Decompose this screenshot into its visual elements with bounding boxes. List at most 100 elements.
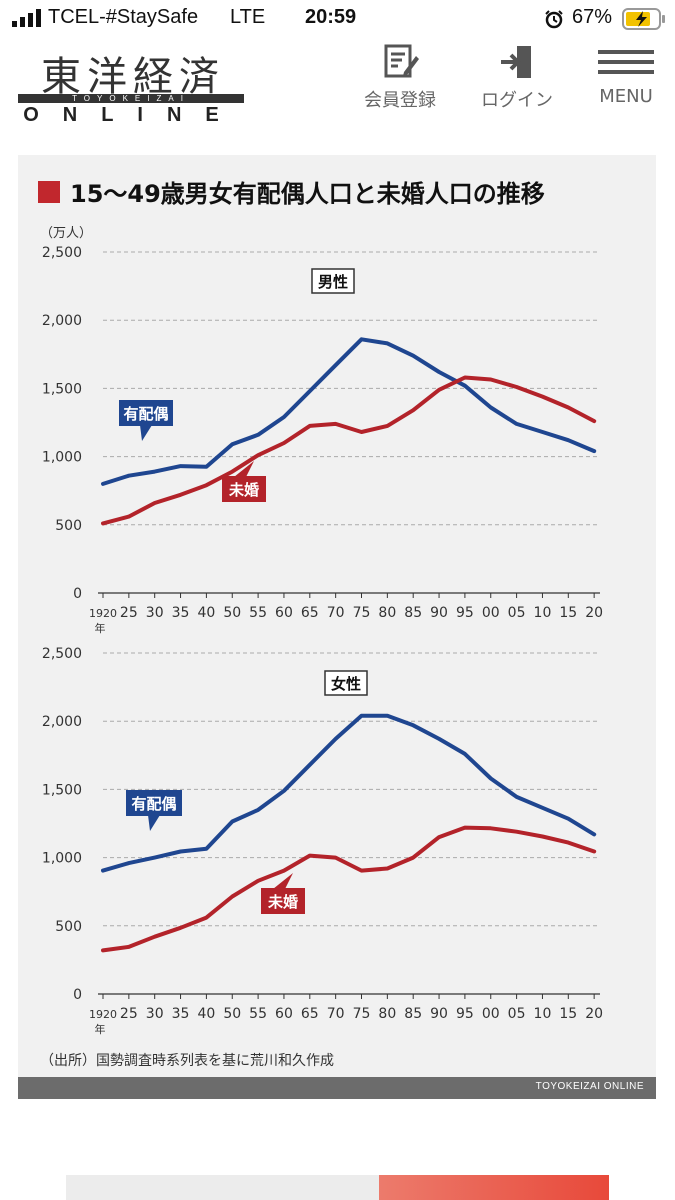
panel-label: 男性 [318,273,348,291]
x-tick-label: 25 [120,605,138,621]
site-header: 東洋経済 TOYOKEIZAI ONLINE 会員登録 ログイン MENU [0,36,675,126]
alarm-icon [545,10,563,29]
credit-bar: TOYOKEIZAI ONLINE [18,1077,656,1099]
y-tick-label: 500 [55,919,82,935]
x-tick-label: 50 [223,1006,241,1022]
x-axis-unit: 年 [95,621,106,635]
logo-subtitle: TOYOKEIZAI [18,94,244,103]
logo-online: ONLINE [23,104,243,126]
x-tick-label: 15 [559,605,577,621]
x-tick-label: 55 [249,1006,267,1022]
x-tick-label: 65 [301,1006,319,1022]
panel-label: 女性 [331,675,361,693]
x-tick-label: 80 [378,605,396,621]
register-label: 会員登録 [364,90,436,111]
x-tick-label: 60 [275,605,293,621]
x-tick-label: 05 [508,605,526,621]
x-tick-label: 70 [327,1006,345,1022]
x-tick-label: 75 [353,605,371,621]
x-tick-label: 75 [353,1006,371,1022]
x-tick-label: 35 [172,605,190,621]
x-tick-label: 10 [534,605,552,621]
battery-charging-icon [622,8,665,30]
series-label-pointer [273,873,293,889]
logo-kanji: 東洋経済 [41,54,225,100]
series-label-box [261,888,305,914]
hamburger-icon [598,50,654,74]
series-line [101,713,597,873]
y-tick-label: 2,500 [42,245,82,261]
x-tick-label: 85 [404,1006,422,1022]
network-type: LTE [230,6,266,28]
ad-banner[interactable] [66,1175,609,1200]
chart-title: 15〜49歳男女有配偶人口と未婚人口の推移 [70,180,545,208]
series-label: 未婚 [228,481,259,499]
series-label: 有配偶 [131,795,176,813]
x-tick-label: 15 [559,1006,577,1022]
y-tick-label: 0 [73,987,82,1003]
panel-label-box [324,670,368,696]
series-label-pointer [234,461,254,477]
chart-panel: 15〜49歳男女有配偶人口と未婚人口の推移 （万人） 0 500 1,000 1,50… [18,155,656,1077]
y-tick-label: 1,500 [42,381,82,397]
register-button[interactable]: 会員登録 [355,44,445,112]
status-bar: TCEL-#StaySafe LTE 20:59 67% [0,0,675,36]
y-tick-label: 1,000 [42,450,82,466]
x-tick-label: 1920 [89,1008,117,1021]
y-tick-label: 0 [73,586,82,602]
series-label: 未婚 [267,893,298,911]
series-line [101,375,597,526]
y-tick-label: 2,500 [42,646,82,662]
clock: 20:59 [305,6,357,28]
y-tick-label: 2,000 [42,714,82,730]
title-marker [38,181,60,203]
x-tick-label: 65 [301,605,319,621]
x-tick-label: 00 [482,1006,500,1022]
x-tick-label: 95 [456,1006,474,1022]
x-tick-label: 35 [172,1006,190,1022]
panel-label-box [311,268,355,294]
series-line [101,337,597,486]
x-tick-label: 40 [197,605,215,621]
x-tick-label: 00 [482,605,500,621]
series-label-box [126,790,182,816]
register-icon [384,44,419,78]
y-tick-label: 500 [55,518,82,534]
x-tick-label: 55 [249,605,267,621]
x-tick-label: 95 [456,605,474,621]
login-button[interactable]: ログイン [472,44,562,112]
source-note: （出所）国勢調査時系列表を基に荒川和久作成 [40,1052,334,1069]
series-label-box [119,400,173,426]
x-axis-unit: 年 [95,1022,106,1036]
x-tick-label: 20 [585,1006,603,1022]
x-tick-label: 10 [534,1006,552,1022]
menu-label: MENU [599,86,653,107]
x-tick-label: 85 [404,605,422,621]
population-chart: 15〜49歳男女有配偶人口と未婚人口の推移 （万人） 05001,0001,50… [38,180,603,1069]
login-icon [501,46,531,78]
series-line [101,825,597,953]
series-label-box [222,476,266,502]
x-tick-label: 50 [223,605,241,621]
x-tick-label: 40 [197,1006,215,1022]
login-label: ログイン [481,90,553,111]
x-tick-label: 60 [275,1006,293,1022]
y-tick-label: 2,000 [42,313,82,329]
x-tick-label: 05 [508,1006,526,1022]
y-tick-label: 1,000 [42,851,82,867]
series-label: 有配偶 [123,405,168,423]
menu-button[interactable]: MENU [586,44,666,107]
site-logo[interactable]: 東洋経済 TOYOKEIZAI ONLINE [18,44,248,126]
x-tick-label: 1920 [89,607,117,620]
battery-percent: 67% [572,6,613,28]
x-tick-label: 30 [146,605,164,621]
x-tick-label: 25 [120,1006,138,1022]
y-tick-label: 1,500 [42,782,82,798]
y-axis-unit: （万人） [40,226,92,241]
x-tick-label: 80 [378,1006,396,1022]
x-tick-label: 70 [327,605,345,621]
x-tick-label: 30 [146,1006,164,1022]
ad-banner-image [379,1175,609,1200]
signal-icon [12,9,41,27]
x-tick-label: 90 [430,1006,448,1022]
